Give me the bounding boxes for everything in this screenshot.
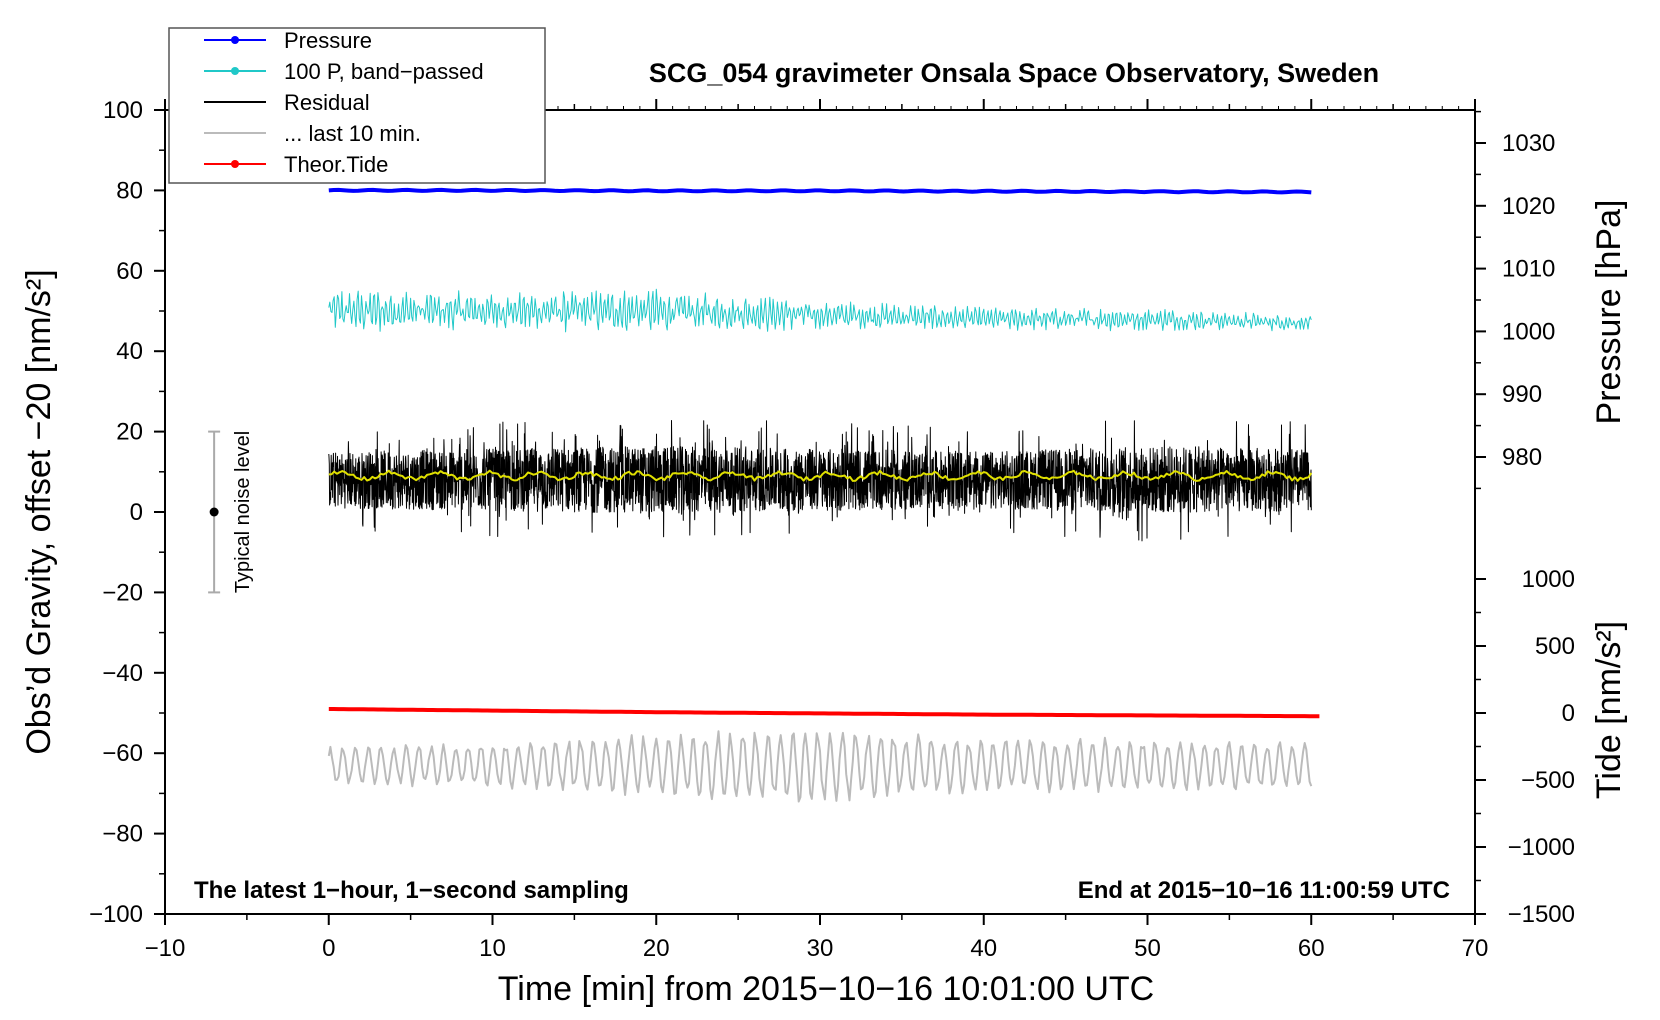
pressure-tick-label-1: 990	[1502, 381, 1542, 408]
legend-marker-0	[231, 36, 239, 44]
noise-level-indicator: Typical noise level	[208, 430, 254, 594]
legend-label-0: Pressure	[284, 28, 372, 53]
x-tick-label-1: 0	[322, 935, 335, 962]
x-tick-label-6: 50	[1134, 935, 1161, 962]
y-axis-title-tide: Tide [nm/s²]	[1590, 621, 1628, 799]
noise-center-dot	[209, 507, 219, 517]
tide-tick-label-5: 1000	[1522, 566, 1575, 593]
legend-marker-4	[231, 160, 239, 168]
x-tick-label-7: 60	[1298, 935, 1325, 962]
series-last-10-min	[327, 730, 1313, 803]
x-tick-label-4: 30	[807, 935, 834, 962]
y-axis-title-pressure: Pressure [hPa]	[1590, 200, 1628, 425]
series-pressure	[328, 187, 1312, 195]
pressure-tick-label-4: 1020	[1502, 193, 1555, 220]
legend-label-3: ... last 10 min.	[284, 121, 421, 146]
note-left: The latest 1−hour, 1−second sampling	[194, 877, 629, 904]
tide-tick-label-4: 500	[1535, 633, 1575, 660]
legend-items: Pressure 100 P, band−passed Residual ... la…	[204, 28, 484, 177]
tide-tick-label-1: −1000	[1508, 834, 1575, 861]
x-axis-title: Time [min] from 2015−10−16 10:01:00 UTC	[498, 970, 1154, 1008]
legend: Pressure 100 P, band−passed Residual ... la…	[168, 27, 546, 184]
tide-tick-label-3: 0	[1562, 700, 1575, 727]
x-tick-label-8: 70	[1462, 935, 1489, 962]
series-residual-smoothed	[328, 469, 1313, 482]
x-tick-label-3: 20	[643, 935, 670, 962]
legend-label-2: Residual	[284, 90, 370, 115]
tide-tick-label-2: −500	[1521, 767, 1575, 794]
tide-tick-label-0: −1500	[1508, 901, 1575, 928]
legend-marker-1	[231, 67, 239, 75]
pressure-tick-label-2: 1000	[1502, 318, 1555, 345]
y-tick-label-10: 100	[103, 97, 143, 124]
note-right: End at 2015−10−16 11:00:59 UTC	[1078, 877, 1450, 904]
y-tick-label-1: −80	[102, 821, 143, 848]
x-tick-label-2: 10	[479, 935, 506, 962]
y-tick-label-5: 0	[130, 499, 143, 526]
chart-title: SCG_054 gravimeter Onsala Space Observat…	[649, 58, 1379, 88]
x-tick-label-0: −10	[145, 935, 186, 962]
noise-label: Typical noise level	[232, 431, 254, 593]
series-residual	[328, 420, 1312, 542]
y-tick-label-9: 80	[116, 177, 143, 204]
axes-layer: −10 0 10 20 30 40 50 60 70−100−80−60−40−20020406…	[89, 97, 1575, 962]
y-tick-label-2: −60	[102, 740, 143, 767]
y-axis-title-left: Obs’d Gravity, offset −20 [nm/s²]	[20, 269, 58, 754]
series-band-passed	[328, 288, 1312, 333]
y-tick-label-3: −40	[102, 660, 143, 687]
y-tick-label-8: 60	[116, 258, 143, 285]
legend-label-4: Theor.Tide	[284, 152, 388, 177]
y-tick-label-7: 40	[116, 338, 143, 365]
pressure-tick-label-3: 1010	[1502, 256, 1555, 283]
legend-label-1: 100 P, band−passed	[284, 59, 484, 84]
y-tick-label-6: 20	[116, 419, 143, 446]
pressure-tick-label-5: 1030	[1502, 130, 1555, 157]
x-tick-label-5: 40	[970, 935, 997, 962]
y-tick-label-0: −100	[89, 901, 143, 928]
pressure-tick-label-0: 980	[1502, 444, 1542, 471]
series-theor-tide	[328, 707, 1320, 719]
y-tick-label-4: −20	[102, 579, 143, 606]
legend-box	[168, 27, 546, 184]
series-layer	[327, 187, 1320, 803]
